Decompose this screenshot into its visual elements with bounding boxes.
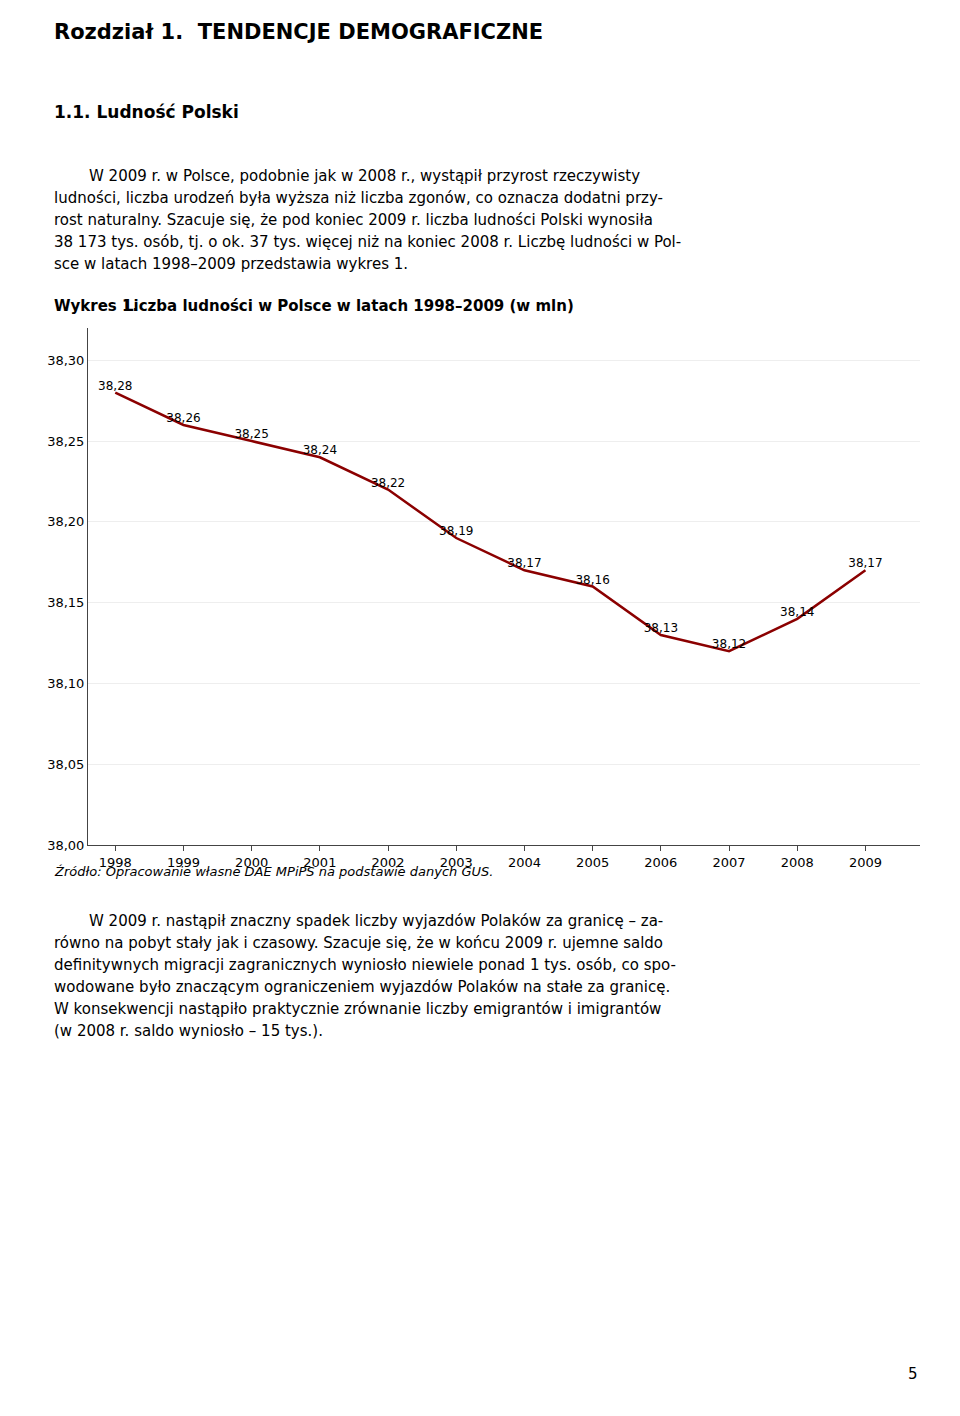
- svg-text:38,30: 38,30: [47, 353, 84, 368]
- svg-text:38,22: 38,22: [371, 476, 405, 490]
- svg-text:38,19: 38,19: [439, 524, 473, 538]
- svg-text:38,25: 38,25: [234, 427, 268, 441]
- svg-text:2005: 2005: [576, 855, 609, 870]
- svg-text:2008: 2008: [781, 855, 814, 870]
- svg-text:2004: 2004: [508, 855, 541, 870]
- svg-text:38,20: 38,20: [47, 514, 84, 529]
- svg-text:1.1. Ludność Polski: 1.1. Ludność Polski: [54, 102, 239, 122]
- svg-text:38 173 tys. osób, tj. o ok. 37: 38 173 tys. osób, tj. o ok. 37 tys. więc…: [54, 233, 681, 251]
- svg-text:1998: 1998: [99, 855, 132, 870]
- svg-text:38,13: 38,13: [644, 621, 678, 635]
- svg-text:5: 5: [908, 1365, 918, 1383]
- svg-text:ludności, liczba urodzeń była: ludności, liczba urodzeń była wyższa niż…: [54, 189, 663, 207]
- svg-text:Źródło: Opracowanie własne DAE: Źródło: Opracowanie własne DAE MPiPS na …: [54, 864, 493, 879]
- svg-text:W konsekwencji nastąpiło prakt: W konsekwencji nastąpiło praktycznie zró…: [54, 1000, 661, 1018]
- svg-text:2007: 2007: [713, 855, 746, 870]
- svg-text:38,10: 38,10: [47, 676, 84, 691]
- svg-text:38,17: 38,17: [848, 556, 882, 570]
- svg-text:38,00: 38,00: [47, 838, 84, 853]
- svg-text:38,16: 38,16: [575, 573, 609, 587]
- svg-text:Liczba ludności w Polsce w lat: Liczba ludności w Polsce w latach 1998–2…: [124, 297, 574, 315]
- svg-text:(w 2008 r. saldo wyniosło – 15: (w 2008 r. saldo wyniosło – 15 tys.).: [54, 1022, 323, 1040]
- svg-text:38,12: 38,12: [712, 637, 746, 651]
- svg-text:Rozdział 1. TENDENCJE DEMOGRA: Rozdział 1. TENDENCJE DEMOGRAFICZNE: [54, 20, 543, 44]
- svg-text:wodowane było znaczącym ograni: wodowane było znaczącym ograniczeniem wy…: [54, 978, 670, 996]
- svg-text:2003: 2003: [440, 855, 473, 870]
- svg-text:38,25: 38,25: [47, 434, 84, 449]
- svg-text:2001: 2001: [303, 855, 336, 870]
- svg-text:38,26: 38,26: [166, 411, 200, 425]
- svg-text:38,17: 38,17: [507, 556, 541, 570]
- svg-text:38,15: 38,15: [47, 595, 84, 610]
- svg-text:sce w latach 1998–2009 przedst: sce w latach 1998–2009 przedstawia wykre…: [54, 255, 408, 273]
- svg-text:definitywnych migracji zagrani: definitywnych migracji zagranicznych wyn…: [54, 956, 676, 974]
- svg-text:2002: 2002: [372, 855, 405, 870]
- svg-text:Wykres 1.: Wykres 1.: [54, 297, 138, 315]
- svg-text:W 2009 r. w Polsce, podobnie j: W 2009 r. w Polsce, podobnie jak w 2008 …: [89, 167, 640, 185]
- svg-text:38,05: 38,05: [47, 757, 84, 772]
- svg-text:2000: 2000: [235, 855, 268, 870]
- svg-text:2009: 2009: [849, 855, 882, 870]
- svg-text:38,24: 38,24: [303, 443, 337, 457]
- svg-text:2006: 2006: [644, 855, 677, 870]
- svg-text:W 2009 r. nastąpił znaczny spa: W 2009 r. nastąpił znaczny spadek liczby…: [89, 912, 663, 930]
- svg-text:1999: 1999: [167, 855, 200, 870]
- svg-text:rost naturalny. Szacuje się, ż: rost naturalny. Szacuje się, że pod koni…: [54, 211, 653, 229]
- svg-text:38,14: 38,14: [780, 605, 814, 619]
- svg-text:38,28: 38,28: [98, 379, 132, 393]
- svg-text:równo na pobyt stały jak i cza: równo na pobyt stały jak i czasowy. Szac…: [54, 934, 663, 952]
